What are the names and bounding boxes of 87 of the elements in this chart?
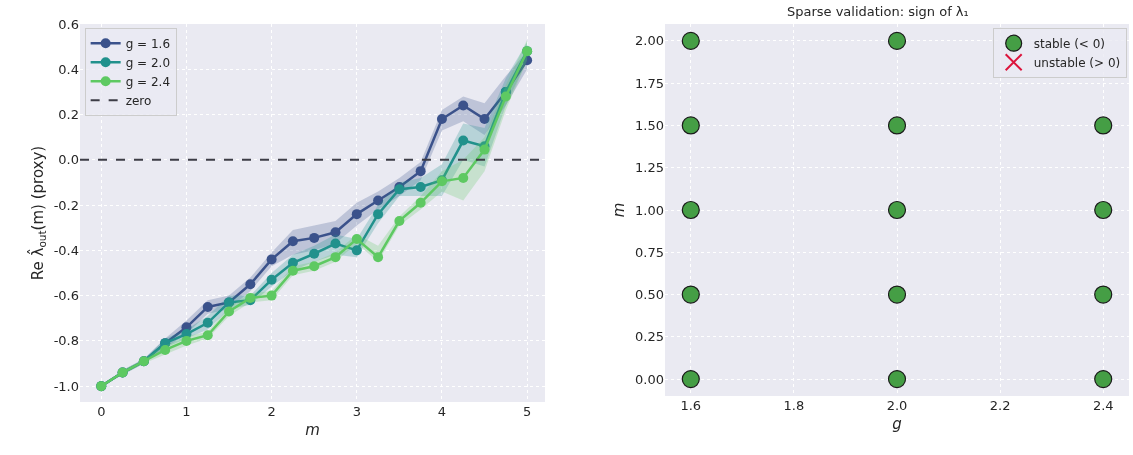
point bbox=[330, 238, 341, 249]
point bbox=[458, 172, 469, 183]
point bbox=[1094, 369, 1113, 389]
point bbox=[309, 232, 320, 243]
point bbox=[330, 227, 341, 238]
point bbox=[266, 290, 277, 301]
legend-label: zero bbox=[125, 93, 152, 108]
y-tick-label: 0.2 bbox=[58, 107, 79, 123]
y-tick-label: 1.50 bbox=[635, 118, 664, 133]
y-tick-label: 0.0 bbox=[58, 152, 79, 168]
point bbox=[394, 215, 405, 226]
point bbox=[415, 166, 426, 177]
y-tick-label: -0.6 bbox=[53, 288, 79, 304]
x-tick-label: 1.6 bbox=[680, 398, 702, 413]
x-tick-label: 2 bbox=[267, 404, 276, 419]
point bbox=[309, 248, 320, 259]
point bbox=[373, 209, 384, 220]
point bbox=[351, 245, 362, 256]
x-tick-label: 2.2 bbox=[989, 398, 1011, 413]
point bbox=[1094, 200, 1113, 220]
point bbox=[681, 31, 700, 50]
legend-label: g = 1.6 bbox=[125, 36, 171, 51]
point bbox=[202, 301, 213, 312]
x-tick-label: 3 bbox=[352, 404, 361, 419]
point bbox=[330, 252, 341, 263]
point bbox=[500, 91, 511, 102]
legend-label: unstable (> 0) bbox=[1033, 55, 1121, 70]
point bbox=[181, 335, 192, 346]
point bbox=[681, 285, 700, 304]
y-tick-label: 1.25 bbox=[635, 160, 664, 176]
x-tick-label: 1 bbox=[182, 404, 191, 419]
point bbox=[887, 31, 907, 50]
point bbox=[1094, 116, 1113, 135]
point bbox=[458, 135, 469, 146]
x-axis-title: m bbox=[305, 421, 320, 439]
x-tick-label: 2.4 bbox=[1092, 398, 1114, 413]
point bbox=[224, 306, 235, 317]
x-tick-label: 4 bbox=[437, 404, 447, 419]
point bbox=[479, 114, 490, 125]
point bbox=[681, 116, 700, 135]
y-axis-title: m bbox=[610, 202, 629, 218]
point bbox=[681, 369, 700, 389]
point bbox=[887, 285, 907, 304]
point bbox=[415, 181, 426, 192]
y-tick-label: -0.8 bbox=[53, 333, 79, 349]
x-tick-label: 0 bbox=[97, 404, 106, 419]
point bbox=[351, 209, 362, 220]
y-tick-label: 1.75 bbox=[635, 75, 664, 91]
y-tick-label: 0.6 bbox=[58, 16, 79, 32]
y-tick-label: 0.25 bbox=[635, 329, 664, 345]
legend-label: g = 2.4 bbox=[125, 74, 171, 89]
point bbox=[266, 274, 277, 285]
point bbox=[266, 254, 277, 265]
point bbox=[287, 265, 298, 276]
y-tick-label: 0.00 bbox=[635, 371, 664, 387]
point bbox=[436, 114, 447, 125]
legend-label: g = 2.0 bbox=[125, 55, 171, 70]
point bbox=[287, 236, 298, 247]
chart-title: Sparse validation: sign of λ₁ bbox=[786, 3, 969, 19]
y-tick-label: 0.50 bbox=[635, 287, 664, 303]
y-tick-label: 0.4 bbox=[58, 61, 79, 77]
y-tick-label: 1.00 bbox=[635, 202, 664, 218]
point bbox=[415, 197, 426, 208]
x-tick-label: 1.8 bbox=[783, 398, 805, 413]
y-tick-label: -0.2 bbox=[53, 197, 79, 213]
point bbox=[245, 279, 256, 290]
point bbox=[309, 261, 320, 272]
point bbox=[887, 369, 907, 389]
point bbox=[373, 195, 384, 206]
legend-label: stable (< 0) bbox=[1033, 36, 1106, 51]
point bbox=[681, 200, 700, 220]
point bbox=[1094, 285, 1113, 304]
x-tick-label: 2.0 bbox=[886, 398, 908, 413]
point bbox=[202, 330, 213, 341]
y-tick-label: 2.00 bbox=[635, 33, 664, 49]
x-tick-label: 5 bbox=[522, 404, 532, 419]
y-tick-label: -1.0 bbox=[53, 378, 79, 394]
point bbox=[351, 234, 362, 245]
point bbox=[887, 200, 907, 220]
point bbox=[458, 100, 469, 111]
y-tick-label: 0.75 bbox=[635, 244, 664, 260]
x-axis-title: g bbox=[892, 415, 902, 433]
point bbox=[373, 252, 384, 263]
point bbox=[887, 116, 907, 135]
point bbox=[202, 317, 213, 328]
y-tick-label: -0.4 bbox=[53, 242, 79, 258]
point bbox=[160, 344, 171, 355]
